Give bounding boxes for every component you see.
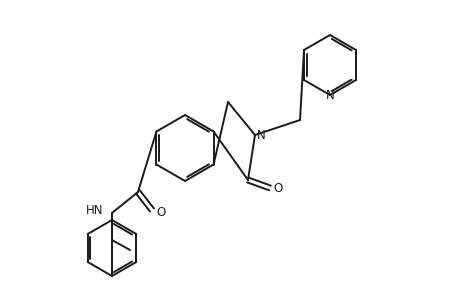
Text: N: N	[325, 88, 334, 101]
Text: N: N	[257, 128, 265, 142]
Text: HN: HN	[85, 203, 103, 217]
Text: O: O	[156, 206, 165, 218]
Text: O: O	[273, 182, 282, 194]
